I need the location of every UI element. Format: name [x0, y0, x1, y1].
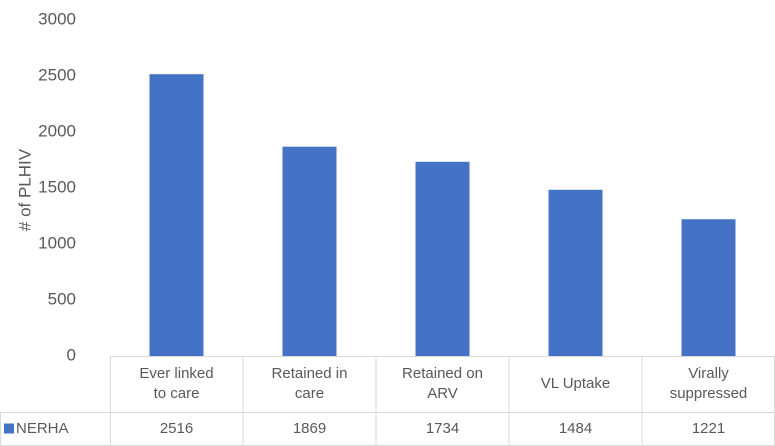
x-tick-label: VL Uptake [540, 375, 611, 392]
x-tick-label: Retained in care [271, 365, 348, 402]
table-value: 2516 [159, 419, 194, 437]
table-value: 1869 [292, 419, 327, 437]
y-tick-label: 1000 [38, 233, 76, 252]
bar [548, 189, 603, 356]
bar [415, 161, 470, 356]
y-tick-label: 500 [48, 289, 76, 308]
table-value: 1734 [425, 419, 460, 437]
legend-swatch [4, 423, 14, 434]
y-tick-label: 2000 [38, 121, 76, 140]
x-tick-label: Ever linked to care [139, 365, 214, 402]
y-tick-label: 2500 [38, 65, 76, 84]
y-axis-title: # of PLHIV [15, 148, 34, 231]
bar [149, 74, 204, 356]
legend-label: NERHA [16, 419, 69, 437]
x-tick-label: Virally suppressed [669, 365, 748, 402]
bar [282, 146, 337, 356]
x-tick-label: Retained on ARV [402, 365, 483, 402]
y-tick-label: 0 [67, 345, 76, 364]
bar [681, 219, 736, 356]
table-value: 1221 [691, 419, 726, 437]
table-value: 1484 [558, 419, 593, 437]
y-tick-label: 1500 [38, 177, 76, 196]
y-tick-label: 3000 [38, 9, 76, 28]
